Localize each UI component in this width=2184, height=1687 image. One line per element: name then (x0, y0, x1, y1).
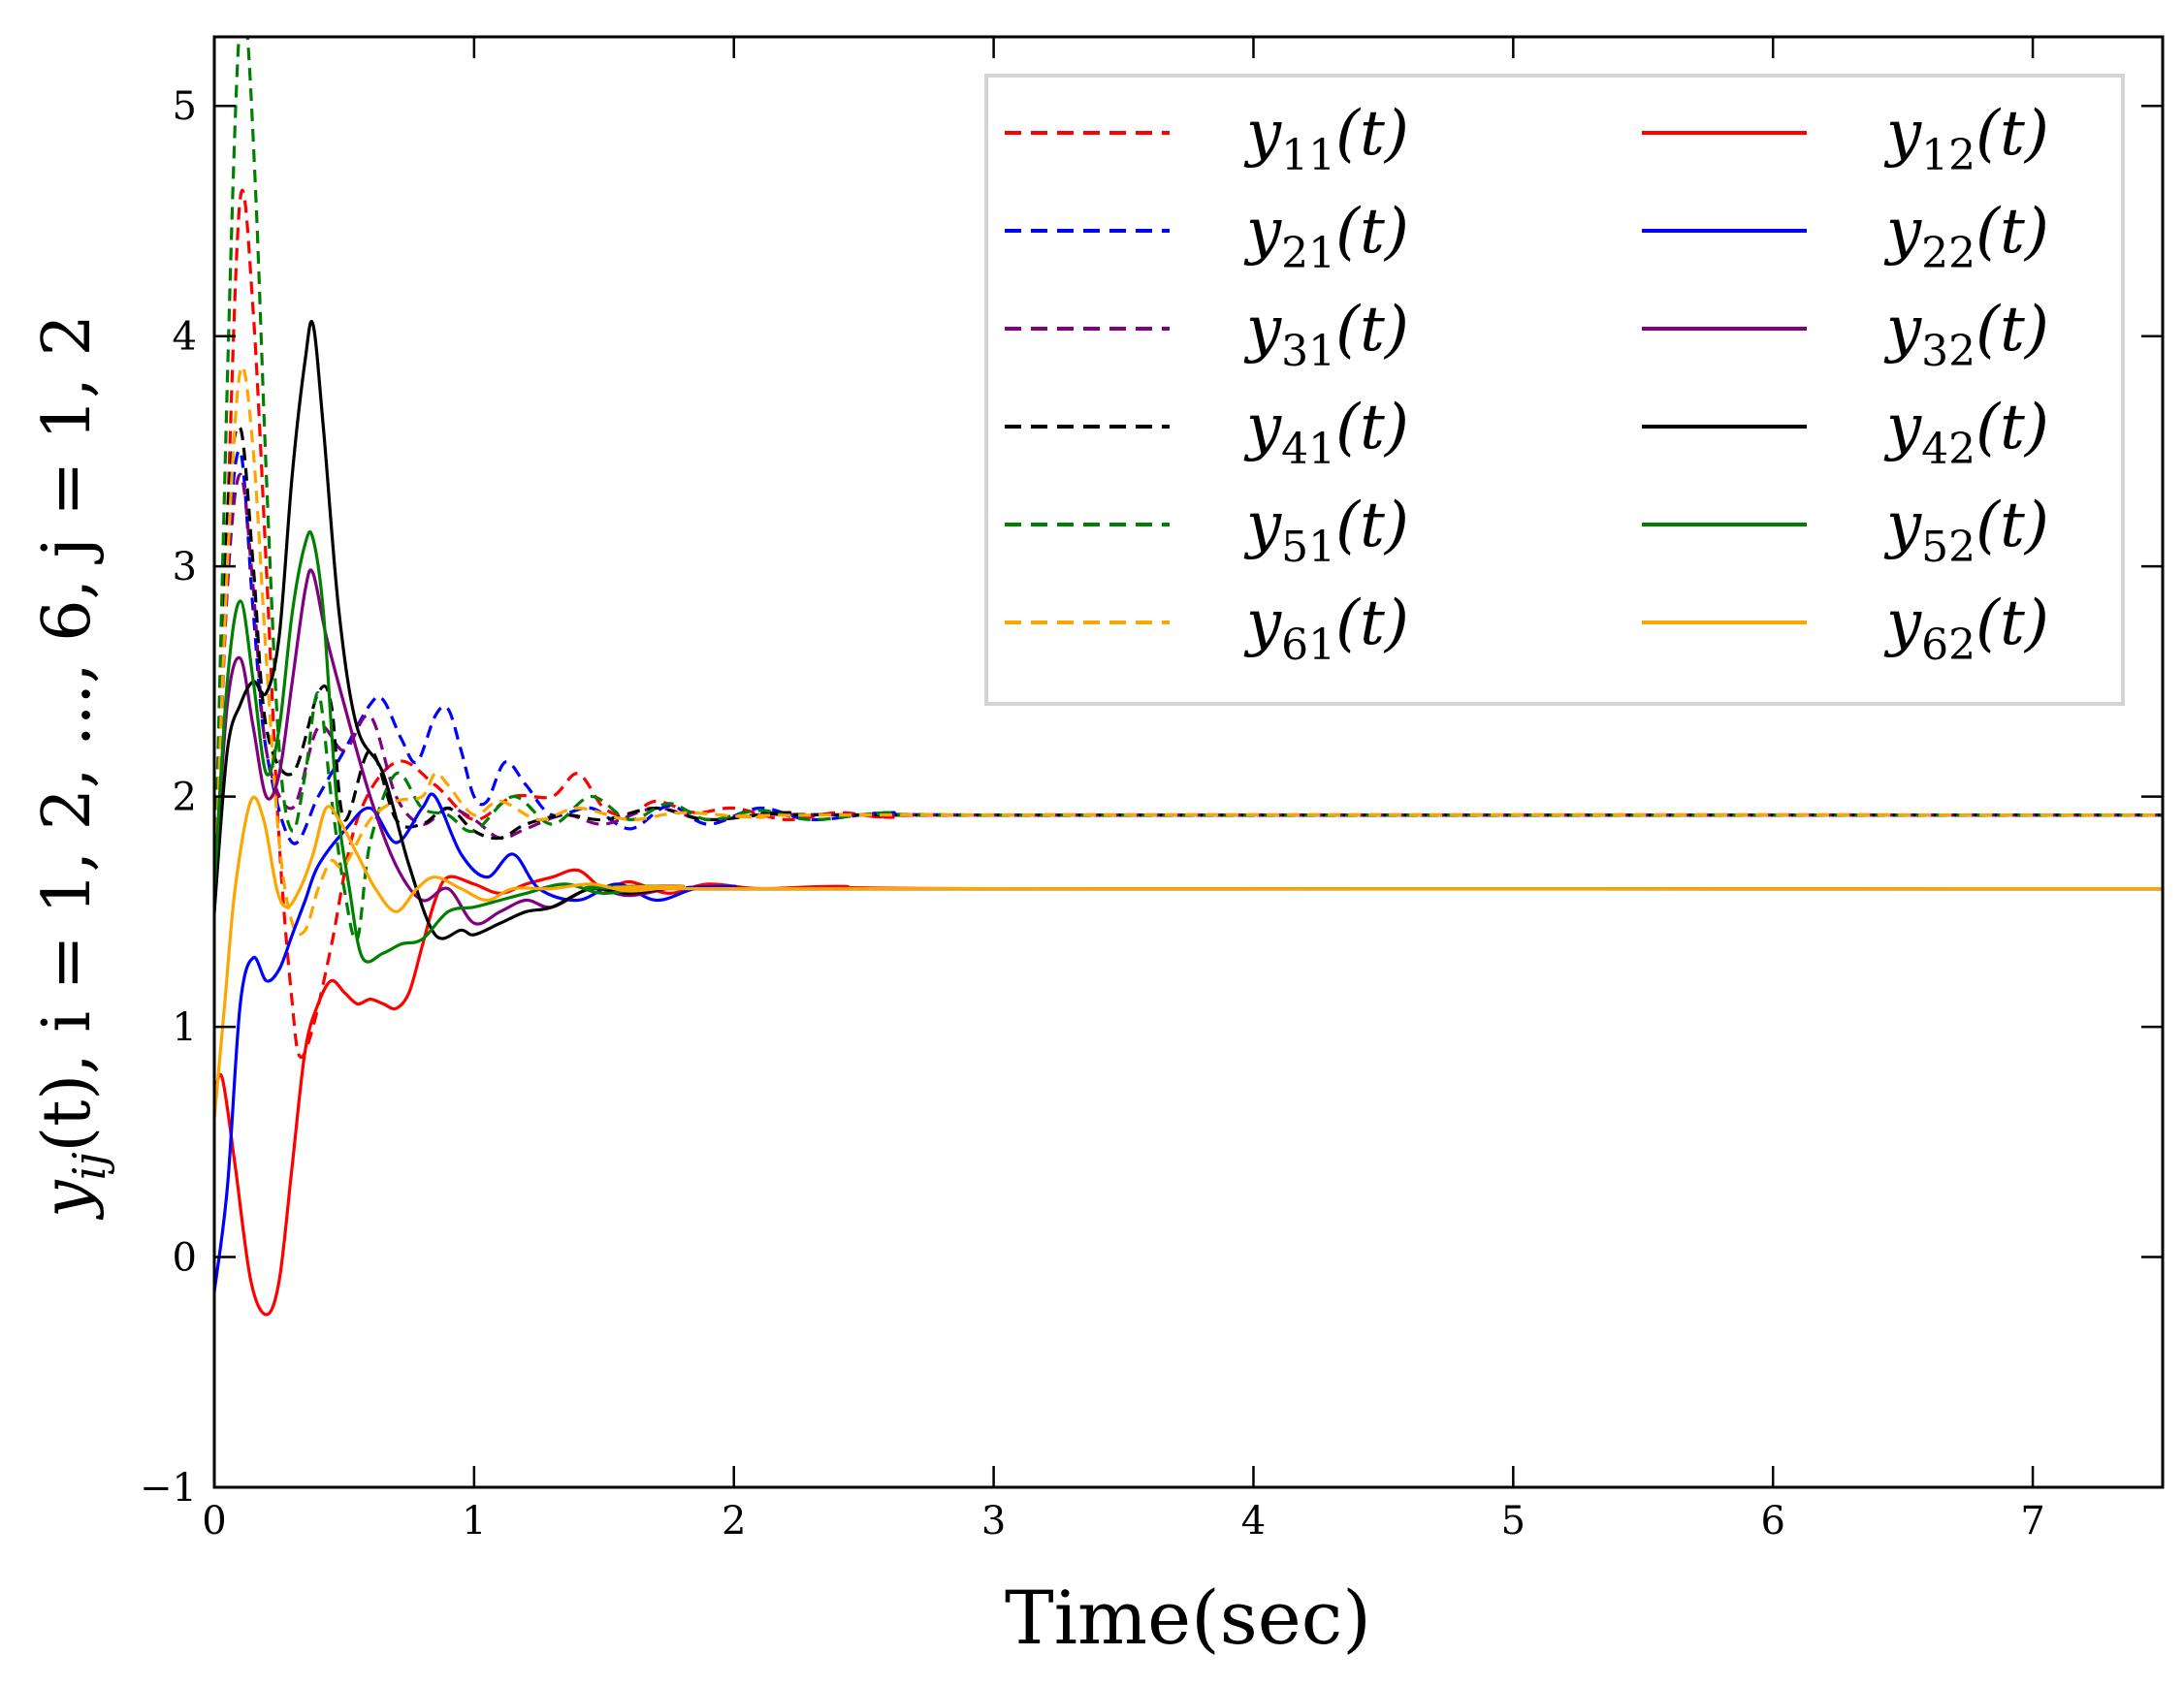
legend-box (984, 74, 2125, 706)
legend-label: y31(t) (1243, 294, 1409, 376)
legend-label: y22(t) (1883, 196, 2049, 278)
series-line-y12t (214, 868, 2163, 1317)
legend-label: y11(t) (1243, 98, 1409, 180)
y-axis-title-sub: ij (63, 1152, 115, 1180)
y-tick-label: 2 (173, 776, 197, 820)
legend-label: y62(t) (1883, 588, 2049, 670)
series-line-y62t (214, 795, 2163, 1120)
legend-label: y61(t) (1243, 588, 1409, 670)
y-tick-label: 0 (173, 1236, 197, 1281)
legend-label: y32(t) (1883, 294, 2049, 376)
legend-label: y51(t) (1243, 490, 1409, 572)
y-axis-title-rest: (t), i = 1, 2, ..., 6, j = 1, 2 (29, 314, 106, 1152)
x-axis-title: Time(sec) (1005, 1575, 1371, 1661)
y-axis-title: yij(t), i = 1, 2, ..., 6, j = 1, 2 (29, 314, 115, 1221)
legend-label: y21(t) (1243, 196, 1409, 278)
y-tick-label: 3 (173, 545, 197, 589)
legend-label: y52(t) (1883, 490, 2049, 572)
series-line-y61t (214, 365, 2163, 937)
series-line-y41t (214, 425, 2163, 912)
y-tick-label: −1 (140, 1466, 197, 1511)
legend: y11(t) y21(t) y31(t) y41(t) y51(t) y61(t) y12(… (984, 74, 2125, 706)
x-tick-label: 3 (981, 1499, 1006, 1544)
series-layer (214, 37, 2163, 1317)
y-tick-label: 5 (173, 84, 197, 129)
axes-frame (212, 35, 2165, 1489)
x-tick-label: 5 (1501, 1499, 1526, 1544)
y-tick-label: 1 (173, 1005, 197, 1050)
y-tick-label: 4 (173, 315, 197, 360)
x-tick-label: 4 (1241, 1499, 1266, 1544)
x-tick-label: 0 (202, 1499, 226, 1544)
x-tick-label: 6 (1760, 1499, 1784, 1544)
series-line-y22t (214, 792, 2163, 1292)
legend-label: y12(t) (1883, 98, 2049, 180)
y-axis-title-var: y (29, 1179, 106, 1221)
series-line-y11t (214, 188, 2163, 1060)
x-tick-label: 2 (722, 1499, 746, 1544)
legend-label: y42(t) (1883, 392, 2049, 474)
legend-label: y41(t) (1243, 392, 1409, 474)
series-line-y52t (214, 530, 2163, 964)
x-tick-label: 7 (2020, 1499, 2044, 1544)
x-tick-label: 1 (462, 1499, 486, 1544)
